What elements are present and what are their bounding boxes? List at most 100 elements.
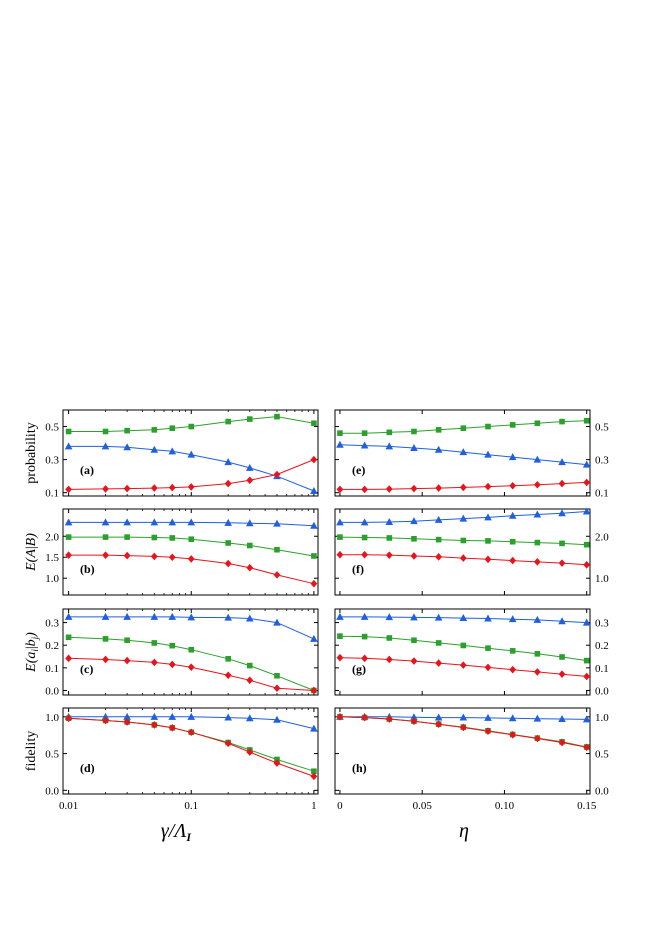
data-point	[459, 483, 467, 492]
data-point	[434, 445, 443, 453]
data-point	[65, 634, 72, 641]
y-tick-label: 2.0	[595, 531, 609, 543]
data-point	[224, 518, 232, 526]
data-point	[123, 443, 131, 451]
data-point	[150, 712, 159, 720]
data-point	[337, 633, 343, 639]
data-point	[168, 724, 176, 732]
data-point	[187, 663, 195, 671]
data-point	[168, 518, 177, 526]
y-tick-label: 1.0	[595, 712, 609, 724]
data-point	[245, 463, 254, 471]
data-point	[123, 518, 131, 526]
data-point	[360, 441, 369, 449]
data-point	[101, 518, 110, 526]
data-point	[225, 418, 231, 425]
y-tick-label: 0.3	[45, 455, 59, 467]
data-point	[533, 668, 541, 676]
panel-e: 0.1 0.3 0.5 (e)	[334, 409, 609, 500]
x-tick-label: 0.15	[577, 800, 597, 812]
data-point	[224, 559, 232, 568]
series-blue	[336, 612, 591, 626]
data-point	[123, 718, 131, 726]
data-point	[336, 612, 344, 620]
plot-frame	[62, 508, 319, 596]
data-point	[484, 727, 492, 735]
data-point	[385, 655, 393, 664]
data-point	[386, 429, 393, 436]
data-point	[411, 428, 417, 435]
data-point	[583, 672, 591, 681]
data-point	[508, 714, 517, 722]
data-point	[509, 422, 516, 428]
plot-frame	[334, 707, 591, 795]
data-point	[386, 635, 393, 641]
y-tick-label: 0.1	[45, 488, 59, 500]
series-red	[336, 653, 591, 681]
series-line	[68, 521, 314, 527]
data-point	[336, 713, 344, 721]
data-point	[411, 535, 417, 542]
data-point	[150, 658, 158, 667]
data-point	[151, 427, 158, 433]
series-line	[68, 636, 315, 691]
series-line	[68, 459, 315, 490]
data-point	[168, 660, 176, 669]
data-point	[187, 450, 196, 458]
data-point	[509, 481, 517, 490]
data-point	[65, 485, 73, 494]
data-point	[123, 656, 131, 665]
y-axis-title-subscript: j	[30, 636, 40, 640]
data-point	[224, 713, 232, 721]
series-red	[65, 654, 318, 695]
data-point	[361, 430, 368, 436]
data-point	[484, 450, 492, 458]
y-tick-label: 0.0	[45, 685, 59, 697]
data-point	[246, 748, 254, 756]
data-point	[361, 713, 369, 722]
data-point	[582, 507, 591, 515]
data-point	[245, 519, 254, 527]
data-point	[65, 534, 72, 540]
y-axis-title: E(ai|bj)	[24, 632, 40, 673]
data-point	[224, 671, 232, 680]
data-point	[583, 478, 591, 487]
data-point	[410, 552, 418, 560]
data-point	[274, 546, 280, 553]
data-point	[410, 613, 418, 621]
data-point	[224, 739, 232, 748]
data-point	[459, 554, 467, 562]
data-point	[583, 560, 591, 569]
data-point	[124, 534, 130, 540]
data-point	[273, 519, 281, 527]
data-point	[101, 612, 110, 620]
axis-titles: γ/ΛI η	[161, 820, 469, 844]
data-point	[168, 553, 176, 562]
data-point	[246, 476, 254, 485]
y-tick-label: 0.3	[595, 455, 609, 467]
data-point	[386, 535, 393, 541]
series-blue	[64, 518, 318, 529]
data-point	[558, 509, 566, 517]
data-point	[410, 717, 418, 726]
data-point	[224, 458, 232, 466]
data-point	[224, 613, 232, 621]
data-point	[310, 686, 318, 695]
y-axis-title-subscript: i	[30, 649, 40, 652]
y-tick-label: 1.5	[45, 552, 59, 564]
data-point	[169, 535, 176, 541]
data-point	[558, 458, 566, 466]
data-point	[246, 416, 253, 422]
data-point	[583, 657, 590, 664]
data-point	[533, 714, 542, 722]
data-point	[385, 715, 393, 723]
y-tick-label: 0.2	[595, 640, 609, 652]
data-point	[558, 738, 566, 747]
data-point	[151, 534, 158, 541]
data-point	[459, 723, 467, 732]
panel-label: (g)	[352, 662, 366, 676]
series-red	[336, 550, 591, 569]
data-point	[337, 430, 343, 436]
series-green	[65, 715, 317, 775]
data-point	[65, 714, 73, 723]
